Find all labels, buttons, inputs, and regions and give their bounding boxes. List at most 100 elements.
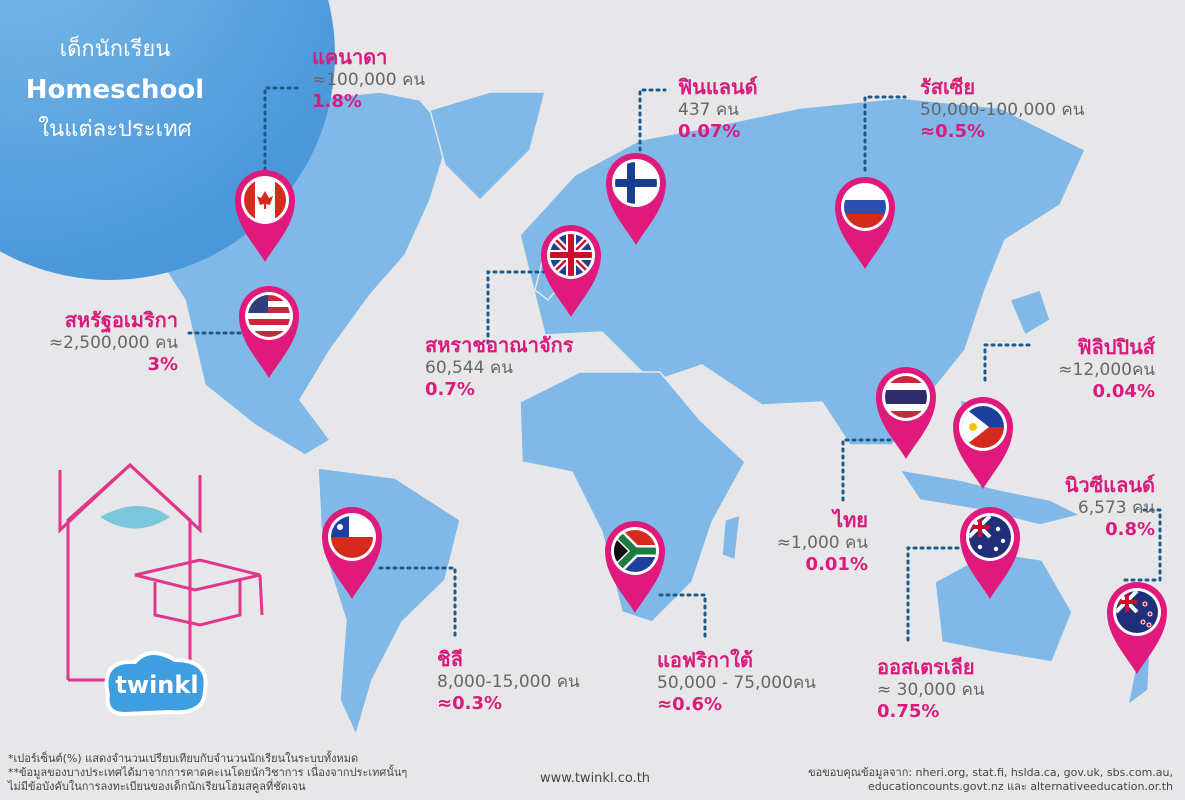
student-percent: 1.8% bbox=[312, 91, 362, 113]
flag bbox=[844, 186, 886, 228]
country-name: ออสเตรเลีย bbox=[877, 655, 975, 679]
flag bbox=[244, 179, 286, 221]
flag-part bbox=[844, 214, 886, 228]
flag-part bbox=[885, 376, 927, 383]
flag-part bbox=[993, 546, 999, 552]
flag-part bbox=[275, 179, 286, 221]
flag-part bbox=[844, 186, 886, 200]
flag bbox=[1116, 591, 1158, 633]
logo-cloud bbox=[104, 651, 208, 717]
student-percent: 0.04% bbox=[1092, 381, 1155, 403]
house-window bbox=[100, 506, 170, 529]
country-name: ฟินแลนด์ bbox=[678, 75, 758, 99]
country-name: ไทย bbox=[833, 508, 868, 532]
student-count: ≈1,000 คน bbox=[776, 533, 868, 553]
student-percent: ≈0.6% bbox=[657, 694, 723, 716]
header-title: Homeschool bbox=[25, 75, 205, 105]
flag-part bbox=[248, 325, 290, 331]
country-label: สหราชอาณาจักร 60,544 คน 0.7% bbox=[425, 333, 574, 402]
pins bbox=[235, 153, 1167, 674]
student-count: 6,573 คน bbox=[1077, 498, 1155, 518]
country-name: สหราชอาณาจักร bbox=[425, 333, 574, 357]
flag-part bbox=[969, 516, 990, 537]
flag-part bbox=[257, 191, 273, 209]
flag-part bbox=[614, 537, 628, 565]
map-pin bbox=[239, 286, 299, 378]
header-line: เด็กนักเรียน bbox=[59, 37, 171, 62]
flag-part bbox=[1146, 622, 1152, 628]
map-pin bbox=[605, 521, 665, 613]
header: เด็กนักเรียน Homeschool ในแต่ละประเทศ bbox=[0, 30, 230, 150]
flag bbox=[331, 516, 373, 558]
map-pin bbox=[1107, 582, 1167, 674]
flag-part bbox=[885, 390, 927, 404]
student-percent: 0.8% bbox=[1105, 519, 1155, 541]
flag-part bbox=[1140, 619, 1146, 625]
country-name: แคนาดา bbox=[312, 45, 388, 69]
flag-part bbox=[844, 200, 886, 214]
student-count: 437 คน bbox=[678, 100, 739, 120]
student-percent: 0.07% bbox=[678, 121, 741, 143]
country-name: นิวซีแลนด์ bbox=[1064, 473, 1155, 497]
flag-part bbox=[1116, 591, 1137, 612]
flag bbox=[885, 376, 927, 418]
footnotes: *เปอร์เซ็นต์(%) แสดงจำนวนเปรียบเทียบกับจ… bbox=[8, 752, 428, 794]
flag-part bbox=[248, 307, 290, 313]
flag bbox=[614, 530, 656, 572]
house-icon bbox=[58, 462, 264, 682]
flag-part bbox=[1142, 601, 1148, 607]
map-pin bbox=[322, 507, 382, 599]
student-count: ≈12,000คน bbox=[1058, 360, 1155, 380]
credits: ขอขอบคุณข้อมูลจาก: nheri.org, stat.fi, h… bbox=[808, 766, 1173, 794]
student-count: 50,000-100,000 คน bbox=[920, 100, 1085, 120]
student-percent: 0.01% bbox=[805, 554, 868, 576]
country-label: ฟินแลนด์ 437 คน 0.07% bbox=[678, 75, 758, 144]
flag-part bbox=[1000, 538, 1006, 544]
student-percent: 0.75% bbox=[877, 701, 940, 723]
map-pin bbox=[606, 153, 666, 245]
flag bbox=[969, 516, 1011, 558]
flag-part bbox=[995, 526, 1001, 532]
map-pin bbox=[541, 225, 601, 317]
map-pin bbox=[835, 177, 895, 269]
country-label: รัสเซีย 50,000-100,000 คน ≈0.5% bbox=[920, 75, 1084, 144]
flag-part bbox=[244, 179, 255, 221]
credit: ขอขอบคุณข้อมูลจาก: nheri.org, stat.fi, h… bbox=[808, 766, 1173, 779]
map-pin bbox=[953, 397, 1013, 489]
flag-part bbox=[248, 319, 290, 325]
country-label: สหรัฐอเมริกา ≈2,500,000 คน 3% bbox=[49, 308, 178, 377]
country-label: ไทย ≈1,000 คน 0.01% bbox=[777, 508, 868, 577]
flag-part bbox=[977, 544, 983, 550]
student-count: 8,000-15,000 คน bbox=[437, 672, 580, 692]
student-count: ≈ 30,000 คน bbox=[877, 680, 985, 700]
country-label: ออสเตรเลีย ≈ 30,000 คน 0.75% bbox=[877, 655, 985, 724]
footnote: *เปอร์เซ็นต์(%) แสดงจำนวนเปรียบเทียบกับจ… bbox=[8, 752, 359, 765]
flag bbox=[615, 162, 657, 204]
flag bbox=[248, 295, 290, 337]
flag-part bbox=[885, 383, 927, 390]
flag-part bbox=[331, 537, 373, 558]
country-label: ฟิลิปปินส์ ≈12,000คน 0.04% bbox=[1058, 335, 1155, 404]
flag-part bbox=[248, 313, 290, 319]
country-label: ชิลี 8,000-15,000 คน ≈0.3% bbox=[437, 647, 580, 716]
flag-part bbox=[627, 162, 635, 204]
flag-part bbox=[337, 524, 343, 530]
student-percent: 0.7% bbox=[425, 379, 475, 401]
country-name: สหรัฐอเมริกา bbox=[64, 308, 178, 332]
student-count: 60,544 คน bbox=[425, 358, 513, 378]
country-label: นิวซีแลนด์ 6,573 คน 0.8% bbox=[1065, 473, 1155, 542]
flag-part bbox=[248, 331, 290, 337]
flag-part bbox=[885, 411, 927, 418]
country-name: ชิลี bbox=[437, 647, 463, 671]
country-label: แอฟริกาใต้ 50,000 - 75,000คน ≈0.6% bbox=[657, 648, 816, 717]
flag-part bbox=[550, 234, 592, 276]
continents bbox=[58, 91, 1151, 738]
map-pin bbox=[235, 170, 295, 262]
footnote: **ข้อมูลของบางประเทศได้มาจากการคาดคะเนโด… bbox=[8, 766, 408, 793]
flag-part bbox=[248, 301, 290, 307]
country-label: แคนาดา ≈100,000 คน 1.8% bbox=[312, 45, 425, 114]
map-pin bbox=[960, 507, 1020, 599]
country-name: ฟิลิปปินส์ bbox=[1077, 335, 1155, 359]
flag bbox=[550, 234, 592, 276]
